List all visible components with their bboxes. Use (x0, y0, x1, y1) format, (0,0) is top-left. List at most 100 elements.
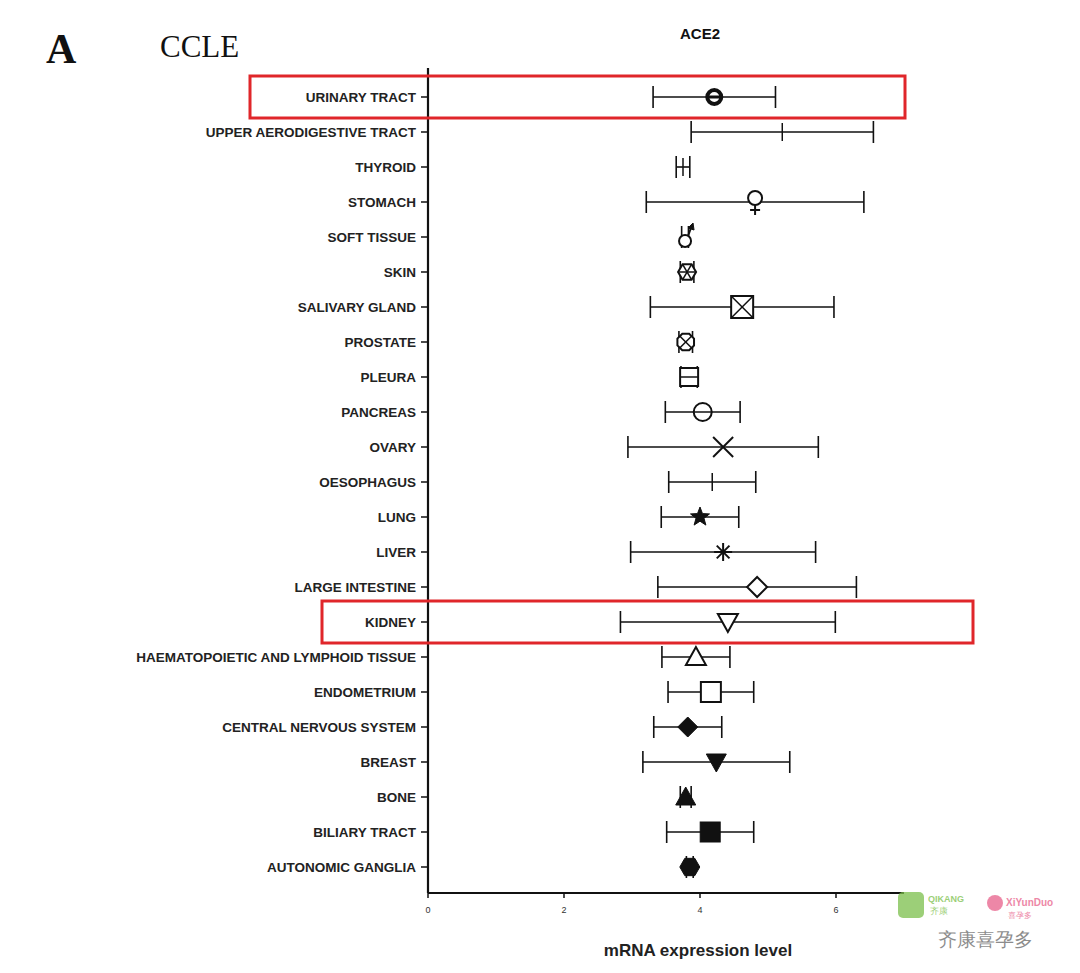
category-label: SKIN (384, 265, 416, 280)
y-tick (421, 586, 428, 588)
category-label: BILIARY TRACT (313, 825, 417, 840)
marker (678, 264, 696, 280)
error-bar (620, 611, 835, 633)
category-label: UPPER AERODIGESTIVE TRACT (206, 125, 417, 140)
y-tick (421, 761, 428, 763)
panel-label: A (46, 26, 77, 72)
category-label: LIVER (376, 545, 416, 560)
error-bar (654, 716, 722, 738)
marker (731, 296, 753, 318)
x-tick-label: 0 (425, 905, 430, 915)
error-bar (643, 751, 790, 773)
highlight-box (250, 76, 905, 118)
watermark: QIKANG齐康XiYunDuo喜孕多齐康喜孕多 (898, 892, 1053, 950)
y-tick (421, 621, 428, 623)
marker (694, 403, 712, 421)
y-tick (421, 96, 428, 98)
category-label: LUNG (378, 510, 416, 525)
y-tick (421, 201, 428, 203)
chart: A CCLE ACE2 mRNA expression level 0 2 4 6 URINAR… (0, 0, 1080, 973)
highlight-box (322, 601, 973, 643)
watermark-logo: XiYunDuo (1006, 897, 1053, 908)
category-label: PANCREAS (341, 405, 416, 420)
x-tick (427, 893, 429, 898)
watermark-logo: 齐康 (930, 906, 948, 916)
marker (714, 543, 732, 561)
marker (676, 787, 696, 805)
x-tick (835, 893, 837, 898)
marker (700, 822, 720, 842)
marker (680, 858, 700, 875)
plot-area (620, 86, 873, 878)
error-bar (650, 296, 834, 318)
x-tick-label: 4 (697, 905, 702, 915)
marker (701, 682, 721, 702)
y-tick (421, 306, 428, 308)
y-tick (421, 831, 428, 833)
y-tick (421, 481, 428, 483)
category-label: URINARY TRACT (306, 90, 417, 105)
error-bar (653, 86, 775, 108)
y-tick (421, 796, 428, 798)
y-tick (421, 446, 428, 448)
y-axis-line (427, 68, 429, 893)
y-tick (421, 411, 428, 413)
x-axis-line (428, 892, 904, 894)
y-tick (421, 726, 428, 728)
x-axis-label: mRNA expression level (604, 941, 792, 960)
category-label: OVARY (369, 440, 416, 455)
x-tick (563, 893, 565, 898)
x-tick-label: 6 (833, 905, 838, 915)
category-label: THYROID (355, 160, 416, 175)
marker (747, 577, 767, 597)
error-bar (661, 506, 739, 528)
marker (677, 334, 694, 351)
category-label: CENTRAL NERVOUS SYSTEM (222, 720, 416, 735)
marker (683, 158, 684, 176)
y-tick (421, 516, 428, 518)
marker (686, 647, 706, 665)
category-label: PROSTATE (344, 335, 416, 350)
y-tick (421, 236, 428, 238)
error-bar (628, 436, 818, 458)
category-label: SALIVARY GLAND (298, 300, 417, 315)
background (0, 0, 1080, 973)
marker (680, 368, 698, 386)
error-bar (646, 191, 864, 213)
y-tick (421, 166, 428, 168)
watermark-icon (987, 895, 1003, 911)
category-label: OESOPHAGUS (319, 475, 416, 490)
error-bar (631, 541, 816, 563)
marker (713, 437, 733, 457)
marker (690, 507, 709, 525)
error-bar (668, 681, 754, 703)
marker (678, 717, 698, 737)
category-label: LARGE INTESTINE (294, 580, 416, 595)
y-tick (421, 271, 428, 273)
y-tick (421, 656, 428, 658)
error-bar (665, 401, 740, 423)
error-bar (676, 156, 690, 178)
x-tick (699, 893, 701, 898)
marker (712, 473, 713, 491)
chart-title: ACE2 (680, 25, 720, 42)
x-tick-label: 2 (561, 905, 566, 915)
error-bar (669, 471, 756, 493)
dataset-label: CCLE (160, 29, 239, 64)
category-label: PLEURA (360, 370, 416, 385)
marker (718, 614, 738, 632)
y-tick (421, 341, 428, 343)
marker (707, 90, 721, 104)
y-tick (421, 691, 428, 693)
y-tick (421, 376, 428, 378)
marker (679, 223, 694, 247)
watermark-logo: QIKANG (928, 894, 964, 904)
marker (748, 191, 762, 215)
category-label: HAEMATOPOIETIC AND LYMPHOID TISSUE (136, 650, 416, 665)
error-bar (667, 821, 754, 843)
error-bar (691, 121, 873, 143)
category-label: BREAST (360, 755, 416, 770)
category-label: BONE (377, 790, 416, 805)
y-tick (421, 551, 428, 553)
error-bar (662, 646, 730, 668)
